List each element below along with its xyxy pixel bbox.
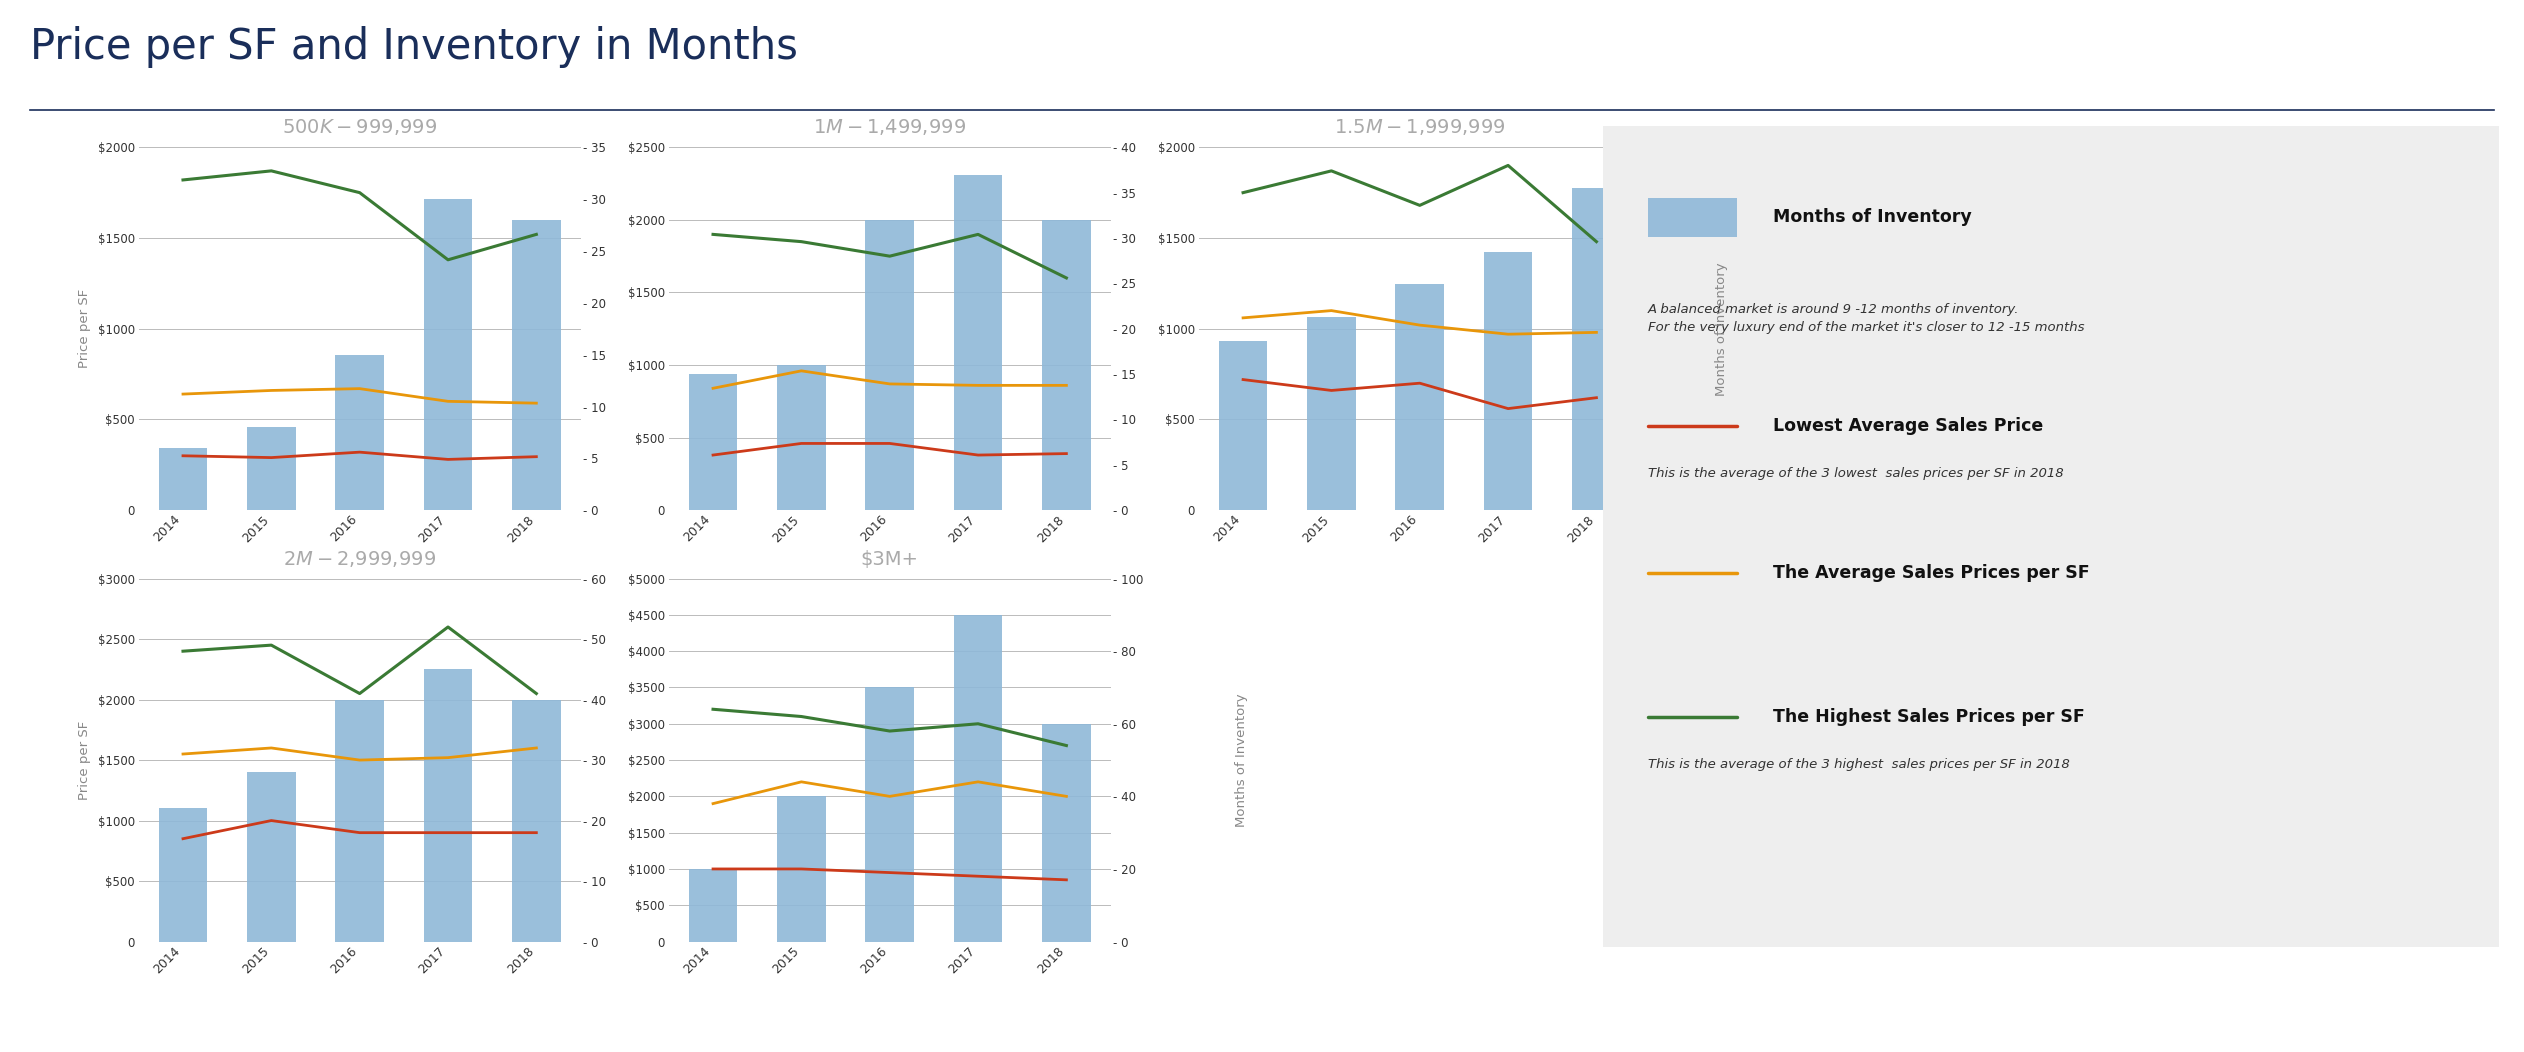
Bar <box>512 220 560 510</box>
Bar <box>1219 341 1267 510</box>
Bar <box>1484 252 1532 510</box>
Bar <box>866 688 914 942</box>
Text: This is the average of the 3 lowest  sales prices per SF in 2018: This is the average of the 3 lowest sale… <box>1648 467 2062 480</box>
Bar <box>424 669 472 942</box>
Title: $1M - $1,499,999: $1M - $1,499,999 <box>813 118 967 138</box>
Text: A balanced market is around 9 -12 months of inventory.
For the very luxury end o: A balanced market is around 9 -12 months… <box>1648 303 2085 333</box>
Bar <box>1572 187 1620 510</box>
Text: The Highest Sales Prices per SF: The Highest Sales Prices per SF <box>1772 708 2085 726</box>
Bar <box>1307 317 1355 510</box>
Bar <box>954 614 1002 942</box>
Bar <box>159 448 207 510</box>
Bar <box>247 427 295 510</box>
Bar <box>512 700 560 942</box>
Bar <box>336 355 384 510</box>
Title: $3M+: $3M+ <box>861 550 919 569</box>
Bar <box>1396 284 1444 510</box>
Title: $1.5M - $1,999,999: $1.5M - $1,999,999 <box>1335 118 1504 138</box>
Title: $2M - $2,999,999: $2M - $2,999,999 <box>283 549 437 569</box>
Text: This is the average of the 3 highest  sales prices per SF in 2018: This is the average of the 3 highest sal… <box>1648 758 2070 771</box>
Bar <box>777 796 825 942</box>
Title: $500K - $999,999: $500K - $999,999 <box>283 118 437 138</box>
Bar <box>247 772 295 942</box>
Text: Months of Inventory: Months of Inventory <box>1234 693 1249 827</box>
Bar <box>866 220 914 510</box>
Text: Months of Inventory: Months of Inventory <box>1772 208 1971 226</box>
Y-axis label: Price per SF: Price per SF <box>78 721 91 800</box>
Bar <box>954 175 1002 510</box>
Bar <box>689 869 737 942</box>
Y-axis label: Price per SF: Price per SF <box>78 289 91 368</box>
Text: The Average Sales Prices per SF: The Average Sales Prices per SF <box>1772 565 2090 583</box>
Bar <box>1648 198 1737 237</box>
Bar <box>689 375 737 510</box>
Text: Price per SF and Inventory in Months: Price per SF and Inventory in Months <box>30 26 798 68</box>
Bar <box>336 700 384 942</box>
Bar <box>159 808 207 942</box>
Bar <box>1042 220 1090 510</box>
Text: Lowest Average Sales Price: Lowest Average Sales Price <box>1772 417 2044 434</box>
Text: Months of Inventory: Months of Inventory <box>1714 262 1729 396</box>
Bar <box>424 199 472 510</box>
Bar <box>1042 724 1090 942</box>
Bar <box>777 365 825 510</box>
